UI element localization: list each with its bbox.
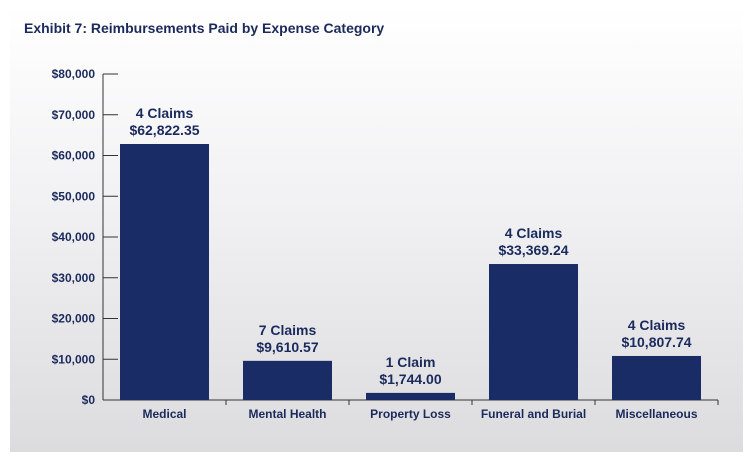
x-tick-label: Property Loss xyxy=(370,407,451,421)
chart-title: Exhibit 7: Reimbursements Paid by Expens… xyxy=(24,20,385,36)
bar xyxy=(243,360,332,400)
claims-label: 1 Claim xyxy=(386,354,436,370)
value-label: $62,822.35 xyxy=(129,122,199,138)
claims-label: 7 Claims xyxy=(259,322,317,338)
x-tick-label: Medical xyxy=(142,407,186,421)
y-tick-label: $40,000 xyxy=(52,230,96,244)
value-label: $33,369.24 xyxy=(498,242,568,258)
value-label: $9,610.57 xyxy=(256,339,318,355)
y-tick-label: $80,000 xyxy=(52,67,96,81)
claims-label: 4 Claims xyxy=(136,105,194,121)
y-tick-label: $60,000 xyxy=(52,149,96,163)
bar xyxy=(120,143,209,401)
y-axis: $0 $10,000 $20,000 $30,000 $40,000 $50,000 $60… xyxy=(52,67,118,407)
x-axis: Medical Mental Health Property Loss Funeral… xyxy=(103,399,719,421)
y-tick-label: $30,000 xyxy=(52,271,96,285)
claims-label: 4 Claims xyxy=(505,225,563,241)
x-tick-label: Miscellaneous xyxy=(615,407,697,421)
y-tick-label: $20,000 xyxy=(52,312,96,326)
x-tick-label: Mental Health xyxy=(248,407,326,421)
value-label: $1,744.00 xyxy=(379,371,441,387)
bars xyxy=(120,143,701,401)
bar xyxy=(366,392,455,400)
claims-label: 4 Claims xyxy=(628,317,686,333)
y-tick-label: $70,000 xyxy=(52,108,96,122)
x-tick-label: Funeral and Burial xyxy=(481,407,586,421)
bar xyxy=(489,264,578,400)
y-tick-label: $0 xyxy=(82,393,96,407)
bar xyxy=(612,355,701,400)
y-tick-label: $50,000 xyxy=(52,189,96,203)
value-label: $10,807.74 xyxy=(621,334,691,350)
y-tick-label: $10,000 xyxy=(52,352,96,366)
data-labels: 4 Claims$62,822.357 Claims$9,610.571 Cla… xyxy=(129,105,691,387)
